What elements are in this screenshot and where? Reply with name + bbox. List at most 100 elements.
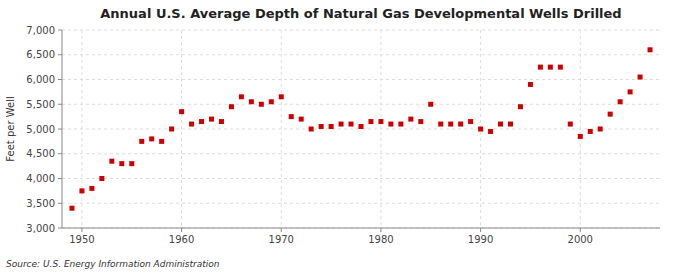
tick-mark [81,228,82,232]
tick-mark [58,228,62,229]
tick-label: 7,000 [26,25,55,36]
point [269,99,274,104]
point [339,122,344,127]
tick-label: 5,500 [26,99,55,110]
point [199,119,204,124]
point [109,159,114,164]
point [319,124,324,129]
point [638,75,643,80]
point [478,127,483,132]
point [468,119,473,124]
source-note: Source: U.S. Energy Information Administ… [6,259,220,269]
background [0,0,675,275]
tick-mark [58,178,62,179]
point [508,122,513,127]
tick-mark [58,129,62,130]
grid-line [81,30,82,228]
point [299,117,304,122]
tick-mark [58,203,62,204]
grid-line [62,30,660,31]
point [368,119,373,124]
tick-mark [58,79,62,80]
point [129,161,134,166]
point [448,122,453,127]
point [458,122,463,127]
point [249,99,254,104]
tick-label: 3,000 [26,223,55,234]
point [89,186,94,191]
point [498,122,503,127]
grid-line [181,30,182,228]
point [209,117,214,122]
tick-label: 1950 [69,234,94,245]
point [99,176,104,181]
point [398,122,403,127]
grid-line [281,30,282,228]
point [388,122,393,127]
tick-mark [580,228,581,232]
point [518,104,523,109]
points [69,47,652,210]
grid [62,30,660,228]
point [329,124,334,129]
point [189,122,194,127]
tick-label: 1970 [269,234,294,245]
point [149,136,154,141]
grid-line [380,30,381,228]
point [528,82,533,87]
point [309,127,314,132]
tick-mark [58,30,62,31]
y-axis-label: Feet per Well [5,96,16,161]
point [229,104,234,109]
tick-label: 6,500 [26,49,55,60]
point [628,89,633,94]
tick-mark [281,228,282,232]
tick-mark [380,228,381,232]
point [259,102,264,107]
point [378,119,383,124]
tick-mark [480,228,481,232]
tick-mark [58,104,62,105]
axes: 3,0003,5004,0004,5005,0005,5006,0006,500… [26,25,660,246]
grid-line [62,54,660,55]
tick-mark [58,54,62,55]
point [119,161,124,166]
grid-line [62,228,660,229]
point [408,117,413,122]
point [618,99,623,104]
chart: 3,0003,5004,0004,5005,0005,5006,0006,500… [0,0,675,275]
tick-label: 4,000 [26,173,55,184]
x-axis-line [62,228,660,229]
point [568,122,573,127]
point [289,114,294,119]
point [598,127,603,132]
point [219,119,224,124]
tick-mark [181,228,182,232]
point [418,119,423,124]
tick-label: 1990 [468,234,493,245]
tick-label: 5,000 [26,124,55,135]
y-axis-line [62,30,63,228]
tick-label: 1980 [368,234,393,245]
grid-line [580,30,581,228]
point [558,65,563,70]
point [139,139,144,144]
point [349,122,354,127]
tick-label: 6,000 [26,74,55,85]
title: Annual U.S. Average Depth of Natural Gas… [100,6,621,21]
point [169,127,174,132]
grid-line [62,153,660,154]
point [538,65,543,70]
grid-line [62,79,660,80]
point [488,129,493,134]
tick-label: 2000 [568,234,593,245]
tick-label: 3,500 [26,198,55,209]
grid-line [62,203,660,204]
point [159,139,164,144]
point [588,129,593,134]
grid-line [62,104,660,105]
tick-label: 1960 [169,234,194,245]
point [279,94,284,99]
point [578,134,583,139]
point [79,188,84,193]
